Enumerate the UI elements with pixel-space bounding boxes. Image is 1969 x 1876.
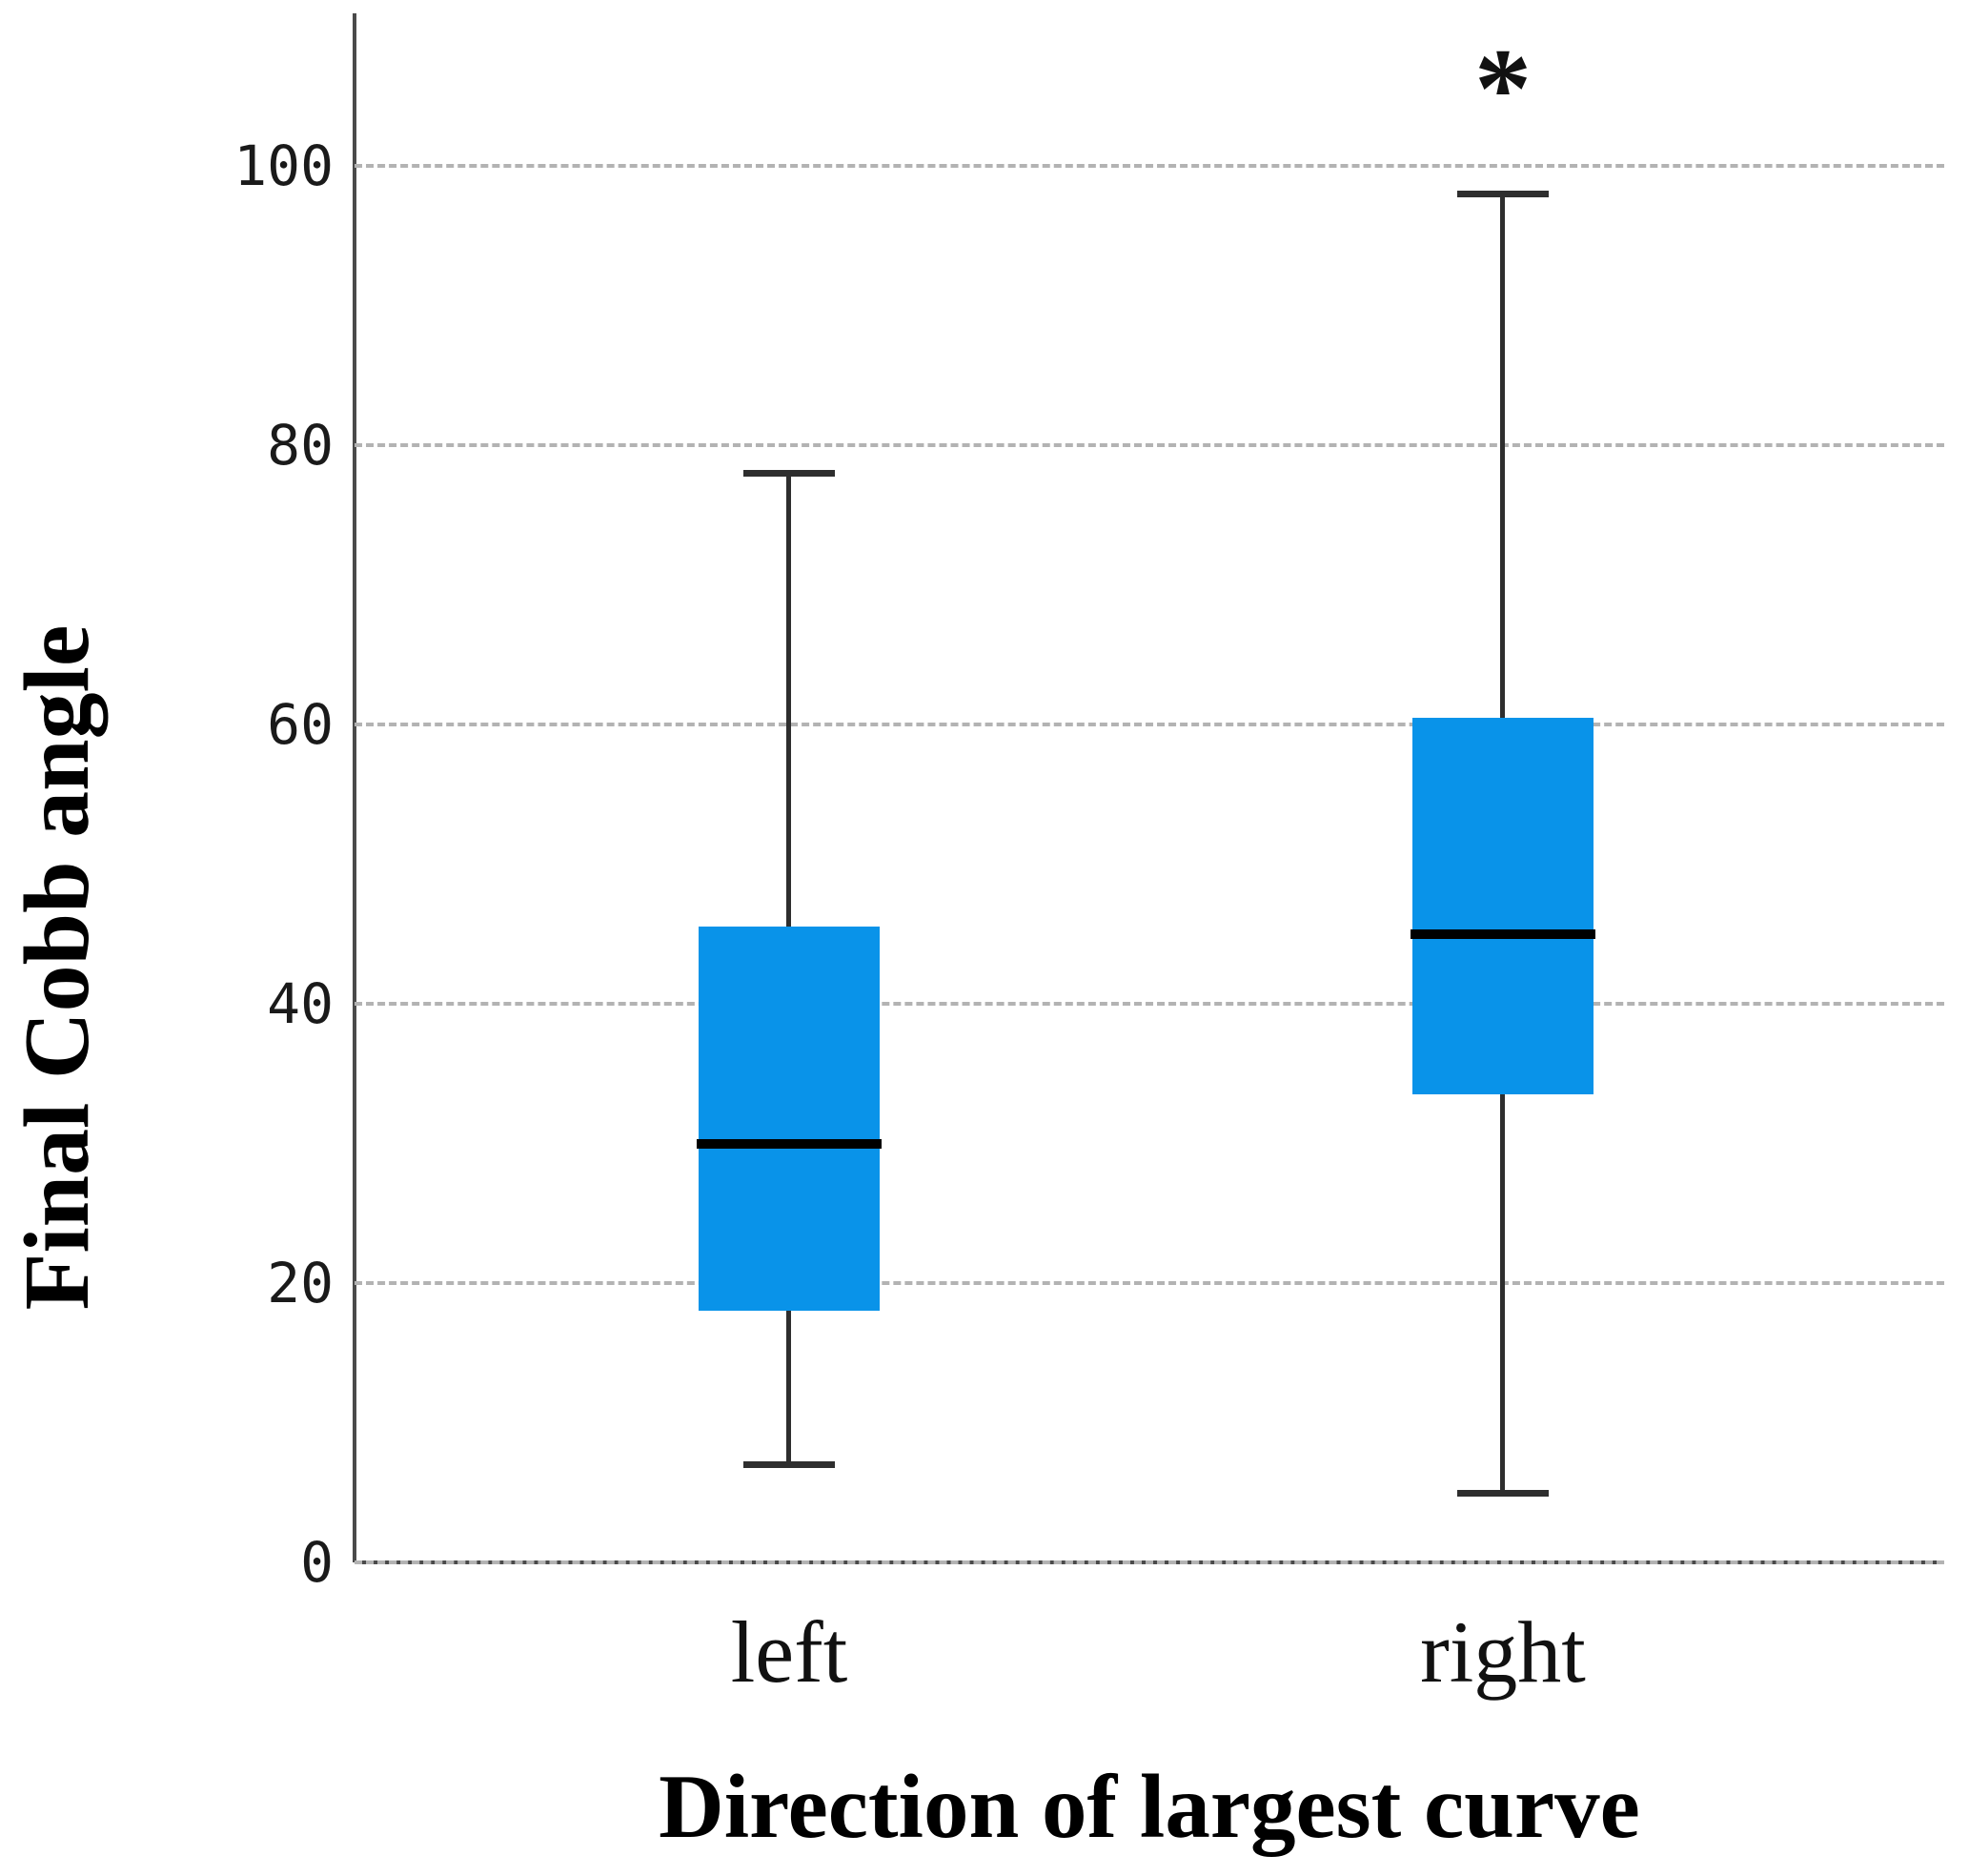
box-right <box>1412 718 1593 1094</box>
gridline-100 <box>355 164 1944 168</box>
whisker-upper-left <box>786 473 791 927</box>
whisker-cap-min-right <box>1457 1490 1549 1497</box>
median-line-right <box>1411 929 1595 939</box>
gridline-60 <box>355 723 1944 726</box>
category-label-right: right <box>1420 1603 1586 1701</box>
gridline-40 <box>355 1002 1944 1006</box>
box-left <box>699 927 880 1311</box>
gridline-20 <box>355 1281 1944 1285</box>
gridline-baseline-overlay <box>355 1560 1944 1564</box>
y-tick-label-60: 60 <box>267 692 334 757</box>
category-label-left: left <box>730 1603 848 1701</box>
y-axis-line <box>353 13 356 1562</box>
y-axis-title: Final Cobb angle <box>6 624 109 1311</box>
y-tick-label-0: 0 <box>300 1530 334 1595</box>
whisker-lower-right <box>1500 1094 1505 1493</box>
y-tick-label-20: 20 <box>267 1251 334 1315</box>
whisker-cap-max-left <box>743 470 835 477</box>
significance-asterisk-right: * <box>1474 25 1532 152</box>
y-tick-label-80: 80 <box>267 413 334 478</box>
gridline-80 <box>355 443 1944 447</box>
y-tick-label-40: 40 <box>267 971 334 1036</box>
whisker-cap-min-left <box>743 1461 835 1468</box>
y-tick-label-100: 100 <box>233 133 334 198</box>
median-line-left <box>697 1139 882 1149</box>
whisker-upper-right <box>1500 194 1505 718</box>
whisker-cap-max-right <box>1457 191 1549 197</box>
x-axis-title: Direction of largest curve <box>659 1756 1640 1857</box>
whisker-lower-left <box>786 1311 791 1464</box>
